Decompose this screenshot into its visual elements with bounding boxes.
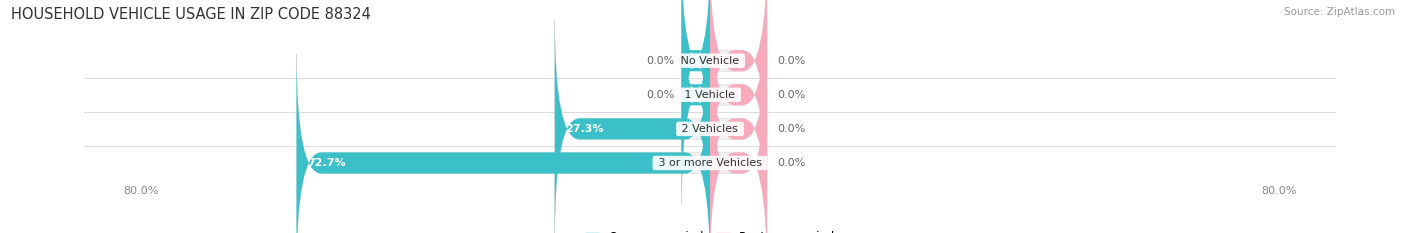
- FancyBboxPatch shape: [555, 20, 710, 233]
- FancyBboxPatch shape: [710, 0, 766, 169]
- Text: 27.3%: 27.3%: [565, 124, 605, 134]
- Text: 0.0%: 0.0%: [778, 56, 806, 66]
- FancyBboxPatch shape: [682, 0, 766, 204]
- FancyBboxPatch shape: [710, 20, 766, 233]
- FancyBboxPatch shape: [297, 54, 710, 233]
- FancyBboxPatch shape: [682, 0, 710, 204]
- FancyBboxPatch shape: [682, 0, 710, 169]
- FancyBboxPatch shape: [297, 54, 766, 233]
- FancyBboxPatch shape: [710, 54, 766, 233]
- Text: 0.0%: 0.0%: [647, 56, 675, 66]
- Text: HOUSEHOLD VEHICLE USAGE IN ZIP CODE 88324: HOUSEHOLD VEHICLE USAGE IN ZIP CODE 8832…: [11, 7, 371, 22]
- Text: No Vehicle: No Vehicle: [678, 56, 742, 66]
- Legend: Owner-occupied, Renter-occupied: Owner-occupied, Renter-occupied: [579, 226, 841, 233]
- FancyBboxPatch shape: [555, 20, 766, 233]
- Text: 0.0%: 0.0%: [778, 90, 806, 100]
- Text: 2 Vehicles: 2 Vehicles: [678, 124, 742, 134]
- Text: 72.7%: 72.7%: [307, 158, 346, 168]
- FancyBboxPatch shape: [710, 0, 766, 204]
- Text: 3 or more Vehicles: 3 or more Vehicles: [655, 158, 765, 168]
- Text: Source: ZipAtlas.com: Source: ZipAtlas.com: [1284, 7, 1395, 17]
- Text: 1 Vehicle: 1 Vehicle: [682, 90, 738, 100]
- Text: 0.0%: 0.0%: [778, 158, 806, 168]
- Text: 0.0%: 0.0%: [778, 124, 806, 134]
- Text: 0.0%: 0.0%: [647, 90, 675, 100]
- FancyBboxPatch shape: [682, 0, 766, 169]
